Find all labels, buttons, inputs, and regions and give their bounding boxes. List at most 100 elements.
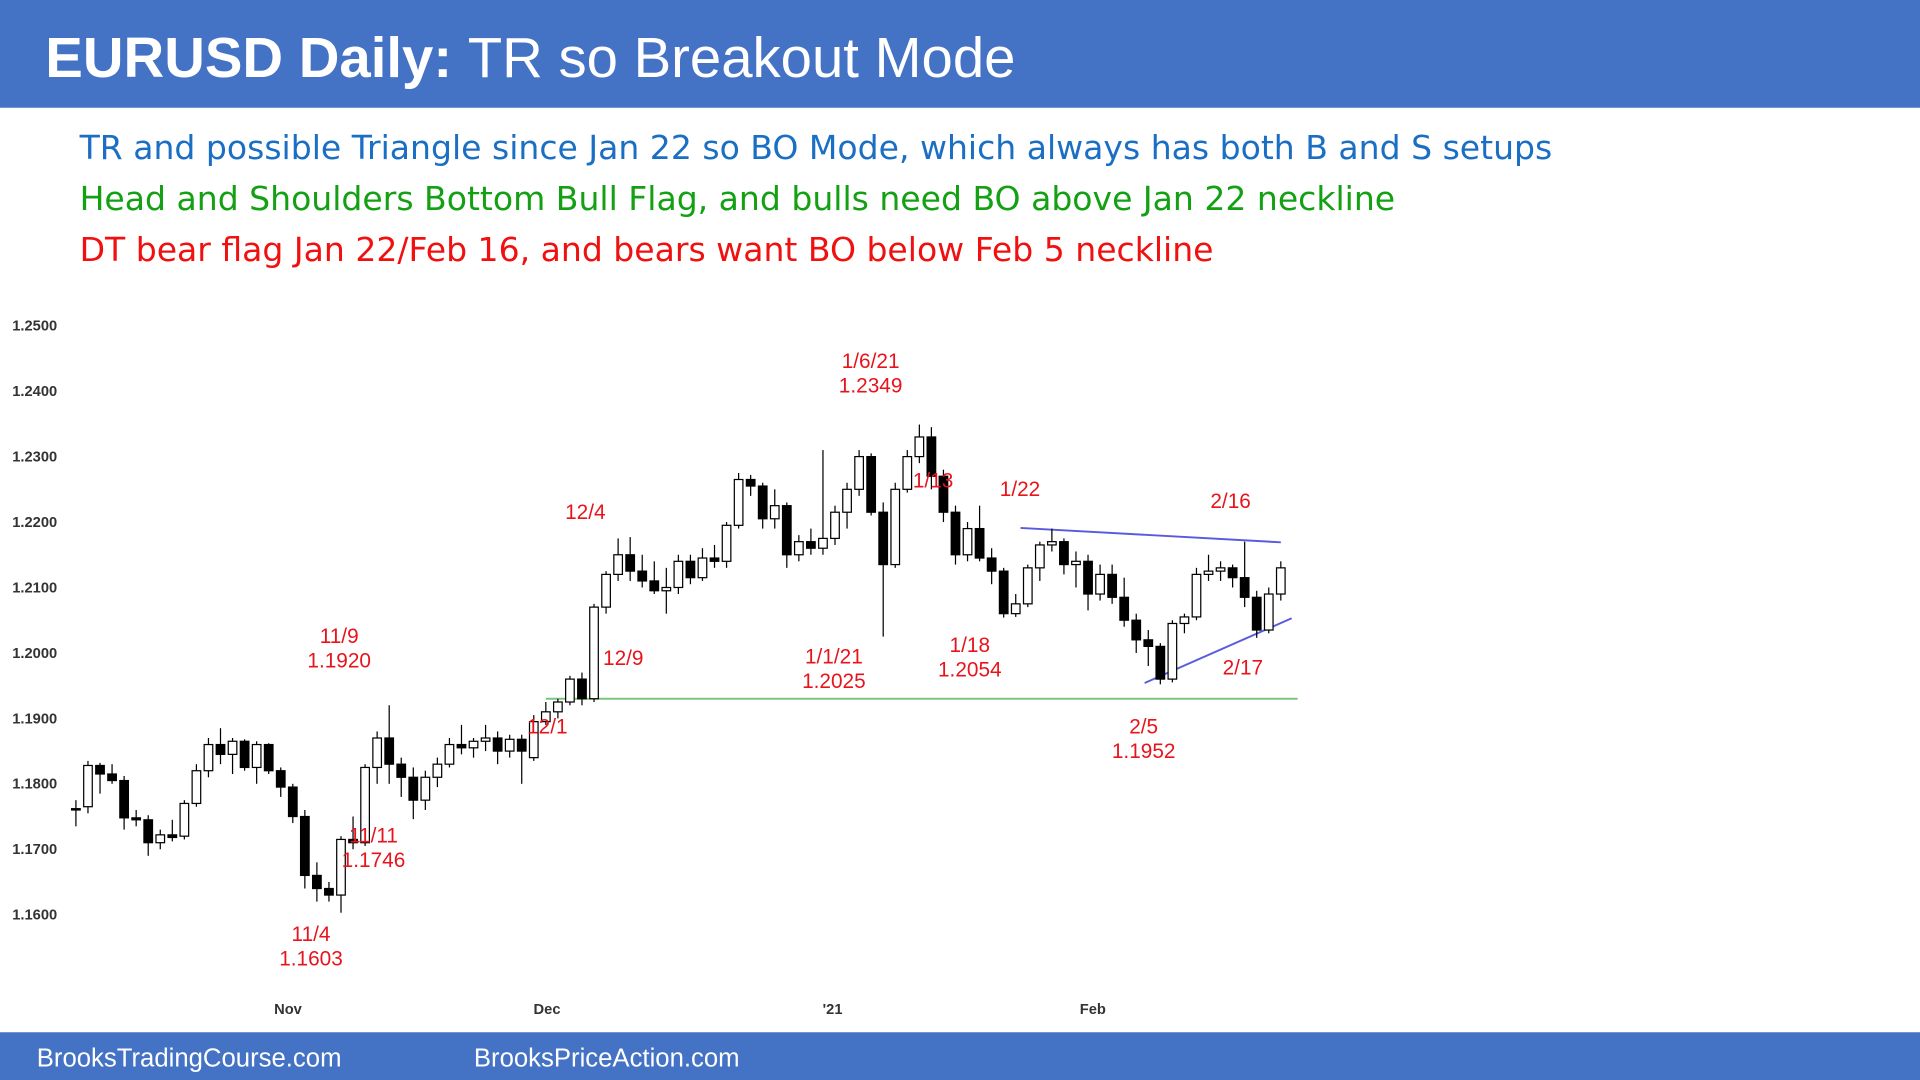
candle-body [974,527,985,559]
candle-body [456,743,467,749]
candle-body [745,478,756,487]
trendline [1020,526,1281,544]
subtitle: DT bear flag Jan 22/Feb 16, and bears wa… [80,230,1214,269]
candle-body [1095,573,1105,595]
candle-body [227,740,238,755]
candle-body [854,455,864,490]
candle-body [914,436,925,458]
candle-body [83,764,93,808]
candle-body [1227,567,1238,579]
candle-body [131,817,142,821]
candle-body [637,570,648,582]
candle-body [215,743,226,755]
candle-body [468,740,479,749]
candle-body [336,838,346,896]
annotation-date: 11/9 [320,625,359,648]
candle-body [1083,560,1093,595]
candle-body [312,874,322,890]
candle-body [119,779,130,819]
candle-body [661,586,672,592]
annotation-price: 1.2349 [839,375,903,398]
candle-body [697,557,708,579]
y-tick-label: 1.2500 [12,319,57,335]
annotation-price: 1.2025 [802,670,866,693]
y-tick-label: 1.1700 [12,842,57,858]
candle-body [540,711,551,723]
y-tick-label: 1.2300 [12,449,57,465]
candle-body [516,738,527,752]
candle-body [733,478,744,526]
annotation-date: 1/1/21 [805,646,863,669]
candle-body [143,819,154,844]
annotation-price: 1.1952 [1112,740,1176,763]
candle-body [1239,577,1250,598]
candle-body [842,488,852,513]
candle-body [962,527,973,556]
annotation-price: 1.2054 [938,658,1002,681]
y-tick-label: 1.1600 [12,908,57,924]
candle-body [1034,544,1045,569]
candle-body [1107,573,1118,598]
annotation-date: 2/16 [1210,490,1250,513]
candle-body [769,505,780,520]
candle-body [1059,541,1069,566]
y-tick-label: 1.2100 [12,580,57,596]
candle-body [806,541,816,549]
candle-body [589,606,599,700]
candle-body [384,737,395,765]
footer-link: BrooksTradingCourse.com [37,1045,342,1073]
candle-body [408,776,419,801]
annotation-date: 12/4 [565,501,605,524]
y-tick-label: 1.2200 [12,515,57,531]
candle-body [324,887,334,896]
candle-body [1046,541,1057,546]
candle-body [299,815,310,877]
title-rest: TR so Breakout Mode [468,26,1016,89]
x-tick-label: Nov [274,1002,303,1018]
candle-body [71,808,81,811]
x-tick-label: Feb [1080,1002,1106,1018]
footer-band [0,1032,1920,1080]
candle-body [1275,567,1286,595]
candle-body [480,737,491,742]
x-tick-label: '21 [823,1002,843,1018]
subtitle: TR and possible Triangle since Jan 22 so… [79,128,1553,167]
candle-body [1215,567,1226,572]
candle-body [866,455,877,513]
candle-body [1167,622,1178,680]
candle-body [613,554,624,576]
annotation-date: 1/18 [950,634,990,657]
candle-body [1010,603,1021,615]
y-tick-label: 1.1800 [12,777,57,793]
candle-body [1251,596,1262,631]
x-tick-label: Dec [534,1002,561,1018]
candle-body [950,511,961,556]
candle-body [396,763,407,778]
candle-body [167,834,178,839]
annotation-date: 12/1 [527,715,567,738]
candle-body [793,541,804,556]
candle-body [902,455,913,490]
candle-body [179,802,190,837]
candle-body [1179,616,1190,625]
candle-body [155,834,166,844]
candle-body [552,701,563,713]
candle-body [625,554,636,572]
candle-body [709,557,720,562]
annotation-date: 2/17 [1223,657,1263,680]
candle-body [1263,593,1274,631]
annotation-date: 2/5 [1129,715,1158,738]
subtitle: Head and Shoulders Bottom Bull Flag, and… [80,179,1396,218]
candle-body [781,505,792,556]
annotation-date: 1/13 [913,469,953,492]
candle-body [203,743,214,772]
title: EURUSD Daily: TR so Breakout Mode [45,26,1015,89]
candle-body [432,763,443,778]
candle-body [360,766,370,844]
candle-body [1071,560,1081,566]
y-tick-label: 1.2000 [12,646,57,662]
candle-body [1191,573,1202,618]
candle-body [601,573,611,608]
candle-body [878,511,889,566]
